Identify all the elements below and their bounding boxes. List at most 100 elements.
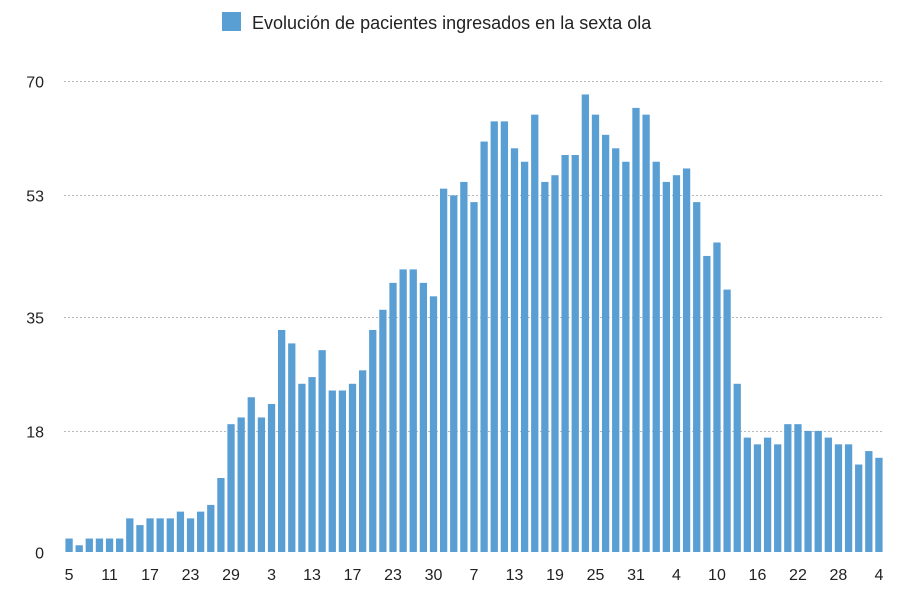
bar: [429, 296, 438, 552]
bar: [622, 161, 630, 553]
bar: [632, 107, 640, 552]
bar: [359, 370, 367, 552]
bar: [743, 437, 751, 552]
x-tick-label: 13: [506, 567, 524, 584]
bar: [672, 175, 681, 552]
bar: [399, 269, 407, 552]
bar: [348, 383, 357, 552]
x-tick-label: 4: [672, 567, 681, 584]
bar: [713, 242, 721, 553]
legend-label: Evolución de pacientes ingresados en la …: [252, 13, 652, 33]
y-tick-label: 53: [26, 189, 44, 206]
bar: [824, 437, 832, 552]
bar: [419, 282, 428, 552]
bar: [95, 538, 104, 552]
bar: [186, 518, 195, 552]
bar: [865, 451, 873, 552]
x-tick-label: 4: [874, 567, 883, 584]
bar: [328, 390, 336, 552]
bar: [278, 329, 286, 552]
bar: [733, 383, 741, 552]
bar: [389, 282, 397, 552]
x-tick-label: 17: [141, 567, 159, 584]
bar: [85, 538, 93, 552]
bar: [510, 148, 519, 553]
bar: [166, 518, 174, 552]
bar: [531, 114, 539, 552]
x-tick-label: 3: [267, 567, 276, 584]
x-tick-label: 31: [627, 567, 645, 584]
bar: [693, 202, 701, 553]
bar: [197, 511, 205, 552]
bar: [116, 538, 124, 552]
x-axis-tick-labels: 5 11 17 23 29 3 13 17 23 30 7 13 19 25 31 4 10 16 22 28 4: [65, 567, 884, 584]
bar: [379, 309, 387, 552]
bar: [146, 518, 154, 552]
bar: [551, 175, 559, 552]
x-tick-label: 28: [830, 567, 848, 584]
x-tick-label: 29: [222, 567, 240, 584]
bar: [207, 504, 215, 552]
bar: [65, 538, 73, 552]
y-tick-label: 35: [26, 311, 44, 328]
bar: [460, 181, 468, 552]
bar: [703, 255, 711, 552]
bar: [855, 464, 863, 552]
y-tick-label: 0: [35, 546, 44, 563]
bar: [318, 350, 326, 552]
bar: [814, 430, 822, 552]
bar: [288, 343, 296, 552]
bar: [723, 289, 731, 552]
bar: [804, 430, 812, 552]
bar: [338, 390, 347, 552]
bar: [257, 417, 266, 552]
bar: [136, 525, 144, 552]
bar: [561, 155, 569, 552]
bar: [450, 195, 458, 552]
bar: [642, 114, 650, 552]
x-tick-label: 16: [749, 567, 767, 584]
bar: [571, 155, 579, 552]
bar: [247, 397, 255, 552]
bars: [65, 94, 883, 553]
bar: [784, 424, 792, 552]
x-tick-label: 19: [546, 567, 564, 584]
x-tick-label: 25: [587, 567, 605, 584]
bar: [763, 437, 772, 552]
bar: [774, 444, 782, 552]
bar: [844, 444, 853, 552]
bar: [581, 94, 589, 553]
x-tick-label: 11: [101, 567, 118, 584]
bar: [217, 477, 225, 552]
x-tick-label: 23: [182, 567, 200, 584]
bar: [662, 181, 670, 552]
bar: [612, 148, 620, 553]
x-tick-label: 17: [344, 567, 362, 584]
bar: [105, 538, 114, 552]
bar: [308, 377, 316, 552]
bar: [267, 403, 276, 552]
bar: [237, 417, 245, 552]
bar: [75, 545, 83, 552]
bar: [369, 329, 377, 552]
bar: [652, 161, 660, 553]
bar: [156, 518, 164, 552]
bar: [834, 444, 843, 552]
y-axis-tick-labels: 0 18 35 53 70: [26, 75, 44, 563]
bar: [541, 181, 549, 552]
x-tick-label: 13: [303, 567, 321, 584]
bar: [601, 134, 610, 552]
bar: [875, 457, 883, 552]
bar: [500, 121, 509, 553]
bar: [682, 168, 691, 552]
y-tick-label: 18: [26, 425, 44, 442]
bar: [794, 424, 802, 552]
bar: [227, 424, 235, 552]
x-tick-label: 22: [789, 567, 807, 584]
bar: [126, 518, 134, 552]
legend-swatch: [222, 12, 241, 31]
legend: Evolución de pacientes ingresados en la …: [222, 12, 652, 33]
x-tick-label: 7: [470, 567, 479, 584]
bar: [409, 269, 417, 552]
y-tick-label: 70: [26, 75, 44, 92]
